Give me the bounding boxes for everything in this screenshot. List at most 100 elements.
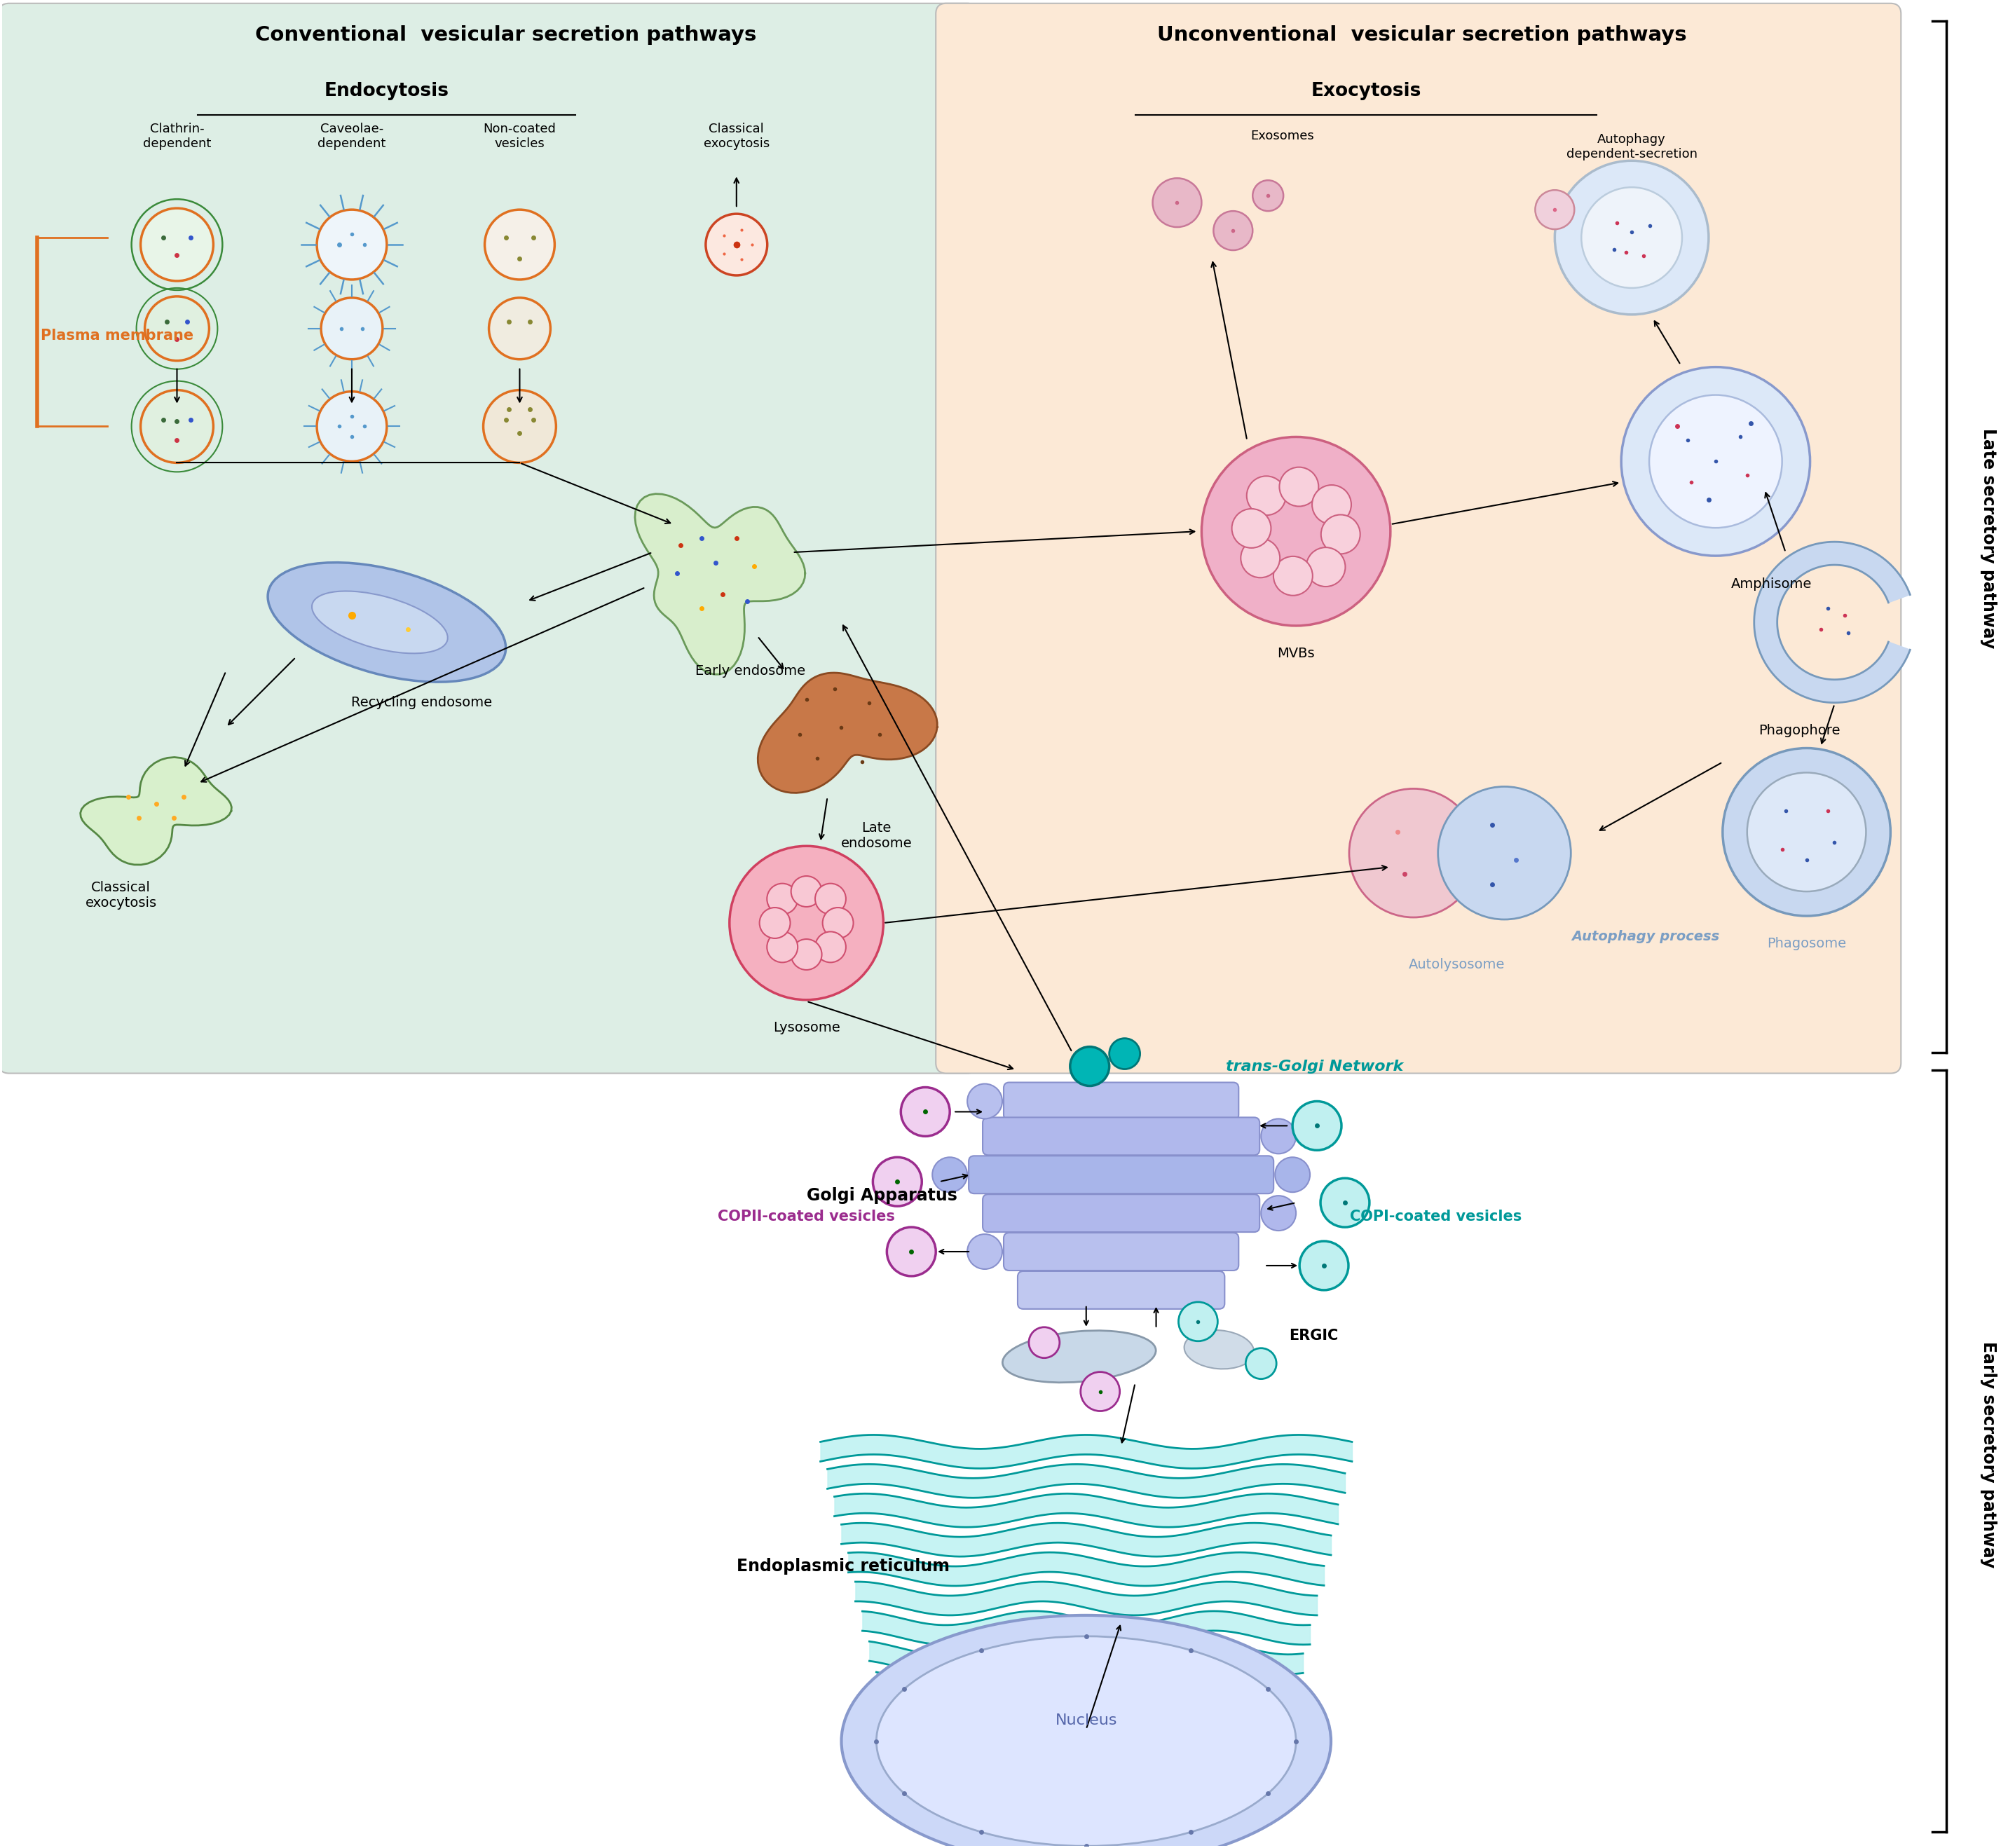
Circle shape <box>1080 1371 1120 1412</box>
Circle shape <box>888 1227 936 1277</box>
Circle shape <box>1293 1101 1341 1149</box>
Text: Plasma membrane: Plasma membrane <box>40 329 193 342</box>
Circle shape <box>791 939 821 970</box>
Circle shape <box>1253 181 1283 211</box>
Circle shape <box>705 214 767 275</box>
Text: Autolysosome: Autolysosome <box>1410 959 1506 972</box>
Circle shape <box>815 931 845 963</box>
FancyBboxPatch shape <box>982 1118 1259 1155</box>
Circle shape <box>815 883 845 915</box>
Text: Golgi Apparatus: Golgi Apparatus <box>807 1186 958 1205</box>
FancyBboxPatch shape <box>1018 1271 1225 1308</box>
Circle shape <box>317 392 388 462</box>
Circle shape <box>1261 1118 1295 1153</box>
Circle shape <box>932 1157 968 1192</box>
Text: Classical
exocytosis: Classical exocytosis <box>703 122 769 150</box>
Circle shape <box>1231 508 1271 549</box>
Circle shape <box>141 209 213 281</box>
Text: Clathrin-
dependent: Clathrin- dependent <box>143 122 211 150</box>
Text: ERGIC: ERGIC <box>1289 1329 1337 1342</box>
Circle shape <box>1153 177 1201 227</box>
Circle shape <box>484 390 556 462</box>
Text: COPI-coated vesicles: COPI-coated vesicles <box>1349 1210 1522 1223</box>
Text: Classical
exocytosis: Classical exocytosis <box>84 881 157 909</box>
Text: Late
endosome: Late endosome <box>841 821 912 850</box>
Text: Recycling endosome: Recycling endosome <box>351 697 492 710</box>
Ellipse shape <box>1185 1331 1253 1369</box>
Polygon shape <box>757 673 938 793</box>
Ellipse shape <box>841 1615 1331 1848</box>
Circle shape <box>145 296 209 360</box>
Circle shape <box>1245 1349 1277 1379</box>
Circle shape <box>767 931 797 963</box>
Text: MVBs: MVBs <box>1277 647 1315 660</box>
Circle shape <box>1241 538 1279 578</box>
Text: Conventional  vesicular secretion pathways: Conventional vesicular secretion pathway… <box>255 26 757 44</box>
Circle shape <box>1275 1157 1309 1192</box>
Circle shape <box>968 1234 1002 1270</box>
Text: Amphisome: Amphisome <box>1731 577 1811 591</box>
Circle shape <box>1321 1179 1369 1227</box>
Text: Autophagy process: Autophagy process <box>1572 930 1719 944</box>
Text: Exocytosis: Exocytosis <box>1311 81 1422 100</box>
Circle shape <box>1349 789 1478 917</box>
Circle shape <box>759 907 791 939</box>
Circle shape <box>141 390 213 462</box>
FancyBboxPatch shape <box>1004 1233 1239 1271</box>
Circle shape <box>1321 516 1359 554</box>
Circle shape <box>1279 468 1319 506</box>
Text: Endoplasmic reticulum: Endoplasmic reticulum <box>737 1558 950 1574</box>
Circle shape <box>873 1157 922 1207</box>
Text: Endocytosis: Endocytosis <box>325 81 450 100</box>
FancyBboxPatch shape <box>936 4 1902 1074</box>
Text: Unconventional  vesicular secretion pathways: Unconventional vesicular secretion pathw… <box>1157 26 1687 44</box>
FancyBboxPatch shape <box>0 4 978 1074</box>
Circle shape <box>1028 1327 1060 1358</box>
Text: Early secretory pathway: Early secretory pathway <box>1980 1342 1996 1567</box>
Polygon shape <box>635 493 805 675</box>
Polygon shape <box>1755 541 1910 702</box>
Circle shape <box>1247 477 1285 516</box>
Circle shape <box>791 876 821 907</box>
Circle shape <box>321 298 384 359</box>
Text: Lysosome: Lysosome <box>773 1022 839 1035</box>
Text: Caveolae-
dependent: Caveolae- dependent <box>317 122 386 150</box>
Circle shape <box>1299 1242 1349 1290</box>
Circle shape <box>1305 547 1345 586</box>
Ellipse shape <box>1002 1331 1157 1382</box>
Circle shape <box>488 298 550 359</box>
FancyBboxPatch shape <box>982 1194 1259 1233</box>
Circle shape <box>968 1083 1002 1118</box>
Text: COPII-coated vesicles: COPII-coated vesicles <box>717 1210 896 1223</box>
Text: Late secretory pathway: Late secretory pathway <box>1980 429 1996 649</box>
Circle shape <box>1273 556 1313 595</box>
Text: Phagophore: Phagophore <box>1759 724 1841 737</box>
Circle shape <box>1179 1303 1217 1342</box>
Text: Autophagy
dependent-secretion: Autophagy dependent-secretion <box>1566 133 1697 161</box>
Text: Nucleus: Nucleus <box>1054 1713 1116 1728</box>
Circle shape <box>1311 484 1351 525</box>
Circle shape <box>1536 190 1574 229</box>
Circle shape <box>1620 368 1809 556</box>
Text: Early endosome: Early endosome <box>695 665 805 678</box>
Ellipse shape <box>267 562 506 682</box>
Circle shape <box>823 907 853 939</box>
Circle shape <box>767 883 797 915</box>
Text: Exosomes: Exosomes <box>1251 129 1313 142</box>
Circle shape <box>1070 1046 1108 1087</box>
Circle shape <box>1723 748 1890 917</box>
Circle shape <box>1649 395 1781 529</box>
Ellipse shape <box>311 591 448 654</box>
Ellipse shape <box>875 1635 1295 1846</box>
Text: Phagosome: Phagosome <box>1767 937 1845 950</box>
Circle shape <box>1554 161 1709 314</box>
Circle shape <box>1213 211 1253 249</box>
Circle shape <box>1201 436 1390 626</box>
FancyBboxPatch shape <box>1004 1083 1239 1120</box>
Circle shape <box>1108 1039 1141 1070</box>
Circle shape <box>1582 187 1683 288</box>
Circle shape <box>1438 787 1570 920</box>
Circle shape <box>902 1087 950 1137</box>
Text: Non-coated
vesicles: Non-coated vesicles <box>484 122 556 150</box>
Text: trans-Golgi Network: trans-Golgi Network <box>1227 1059 1404 1074</box>
